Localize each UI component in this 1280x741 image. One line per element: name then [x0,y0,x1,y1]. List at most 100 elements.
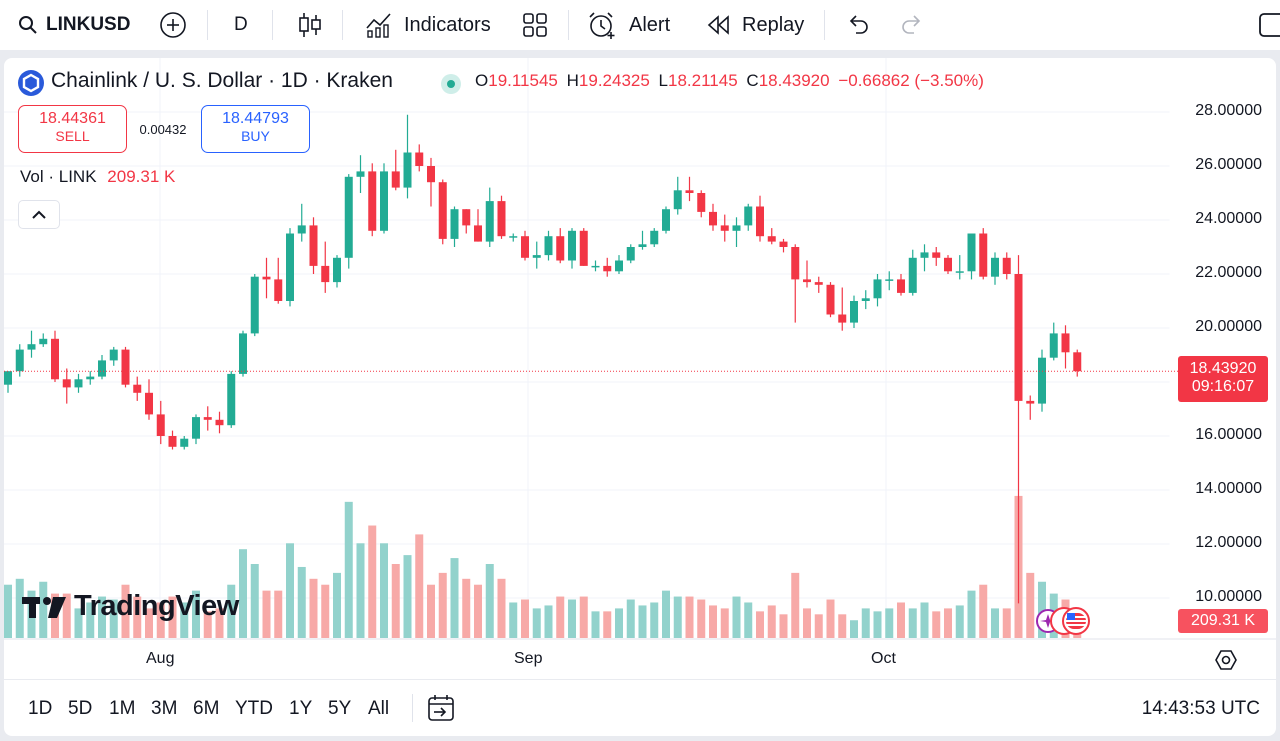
indicators-button[interactable]: Indicators [364,0,491,50]
candle-body [720,225,729,231]
volume-bar [1002,608,1011,638]
price-tick: 12.00000 [1195,534,1262,551]
volume-bar [415,534,424,638]
spread-value: 0.00432 [139,122,187,137]
volume-bar [192,590,200,638]
candle-body [297,225,306,234]
layouts-button[interactable] [522,0,548,50]
volume-bar [509,602,518,638]
range-5d[interactable]: 5D [68,698,93,719]
volume-bar [145,608,153,638]
tradingview-logo-icon [22,596,66,618]
candle-body [239,333,247,374]
toolbar-divider [207,10,208,40]
candle-body [944,257,952,272]
candle-body [920,252,929,258]
volume-bar [626,599,635,638]
candle-body [262,276,271,280]
symbol-search[interactable]: LINKUSD [18,0,130,50]
range-1m[interactable]: 1M [109,698,136,719]
volume-bar [685,596,694,638]
volume-bar [662,590,670,638]
candle-body [427,166,435,183]
candle-body [897,279,905,293]
volume-bar [556,596,565,638]
volume-bar [955,605,964,638]
range-5y[interactable]: 5Y [328,698,352,719]
candle-body [1002,257,1011,274]
candle-body [203,417,212,420]
volume-bar [803,608,811,638]
candle-body [274,279,283,301]
volume-bar [568,599,576,638]
high-label: H [566,71,579,90]
alarm-clock-icon [589,12,615,39]
price-tick: 16.00000 [1195,426,1262,443]
candle-body [15,349,24,372]
range-ytd[interactable]: YTD [235,698,273,719]
undo-button[interactable] [846,0,870,50]
price-chart[interactable] [4,58,1276,679]
clock-timezone[interactable]: 14:43:53 UTC [1141,698,1260,719]
candle-body [650,230,659,245]
candle-body [638,244,647,247]
volume-bar [720,608,729,638]
candle-body [662,209,670,231]
axis-settings-button[interactable] [1214,648,1238,677]
current-price: 18.43920 [1189,360,1257,377]
buy-price: 18.44793 [222,110,289,127]
indicators-icon [366,13,391,38]
fullscreen-button[interactable] [1258,0,1280,50]
compare-button[interactable] [159,0,187,50]
volume-bar [133,596,142,638]
candle-body [697,193,706,212]
buy-button[interactable]: 18.44793 BUY [201,105,310,153]
volume-bar [74,608,83,638]
range-1y[interactable]: 1Y [289,698,313,719]
volume-bar [826,599,835,638]
candle-body [779,241,788,247]
candle-body [74,379,83,388]
volume-bar [239,549,247,638]
volume-legend: Vol · LINK 209.31 K [20,167,175,187]
volume-bar [203,611,212,638]
range-1d[interactable]: 1D [28,698,53,719]
collapse-legend-button[interactable] [18,200,60,229]
candle-body [532,255,541,258]
volume-bar [861,608,870,638]
volume-tag: 209.31 K [1178,609,1268,633]
candle-body [109,349,118,361]
volume-bar [450,558,459,638]
replay-button[interactable]: Replay [706,0,804,50]
change-value: −0.66862 (−3.50%) [838,71,984,90]
goto-date-button[interactable] [426,694,456,727]
volume-bar [1026,572,1035,638]
volume-bar [767,605,776,638]
candle-body [39,338,48,345]
open-value: 19.11545 [488,71,558,90]
alert-button[interactable]: Alert [587,0,670,50]
candle-body [709,211,717,226]
candle-body [4,371,12,385]
events-badge[interactable] [1034,604,1096,643]
volume-bar [673,596,682,638]
range-3m[interactable]: 3M [151,698,178,719]
interval-button[interactable]: D [234,14,248,35]
volume-bar [380,543,388,638]
candle-body [333,257,341,283]
candle-body [321,265,330,283]
volume-value: 209.31 K [107,167,176,186]
candle-body [826,284,835,315]
volume-bar [215,608,224,638]
volume-bar [873,611,882,638]
tradingview-watermark: TradingView [20,590,239,623]
rewind-icon [707,15,729,35]
redo-button[interactable] [900,0,924,50]
volume-bar [344,501,353,638]
candle-body [932,252,941,258]
volume-bar [227,584,236,638]
range-all[interactable]: All [368,698,390,719]
range-6m[interactable]: 6M [193,698,220,719]
sell-button[interactable]: 18.44361 SELL [18,105,127,153]
chart-type-button[interactable] [297,0,323,50]
